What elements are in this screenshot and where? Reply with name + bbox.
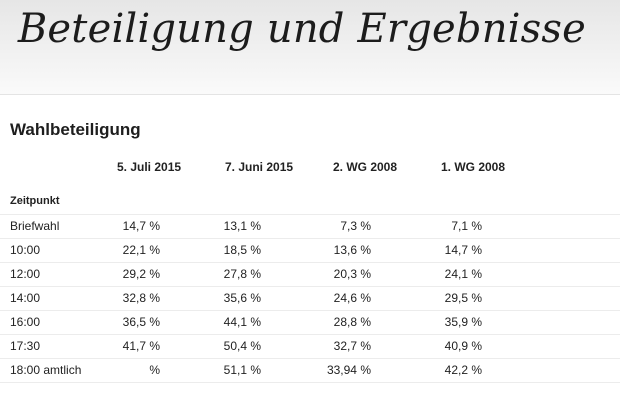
table-cell: 32,8 %	[122, 291, 160, 305]
table-cell: 14,7 %	[122, 219, 160, 233]
table-row: 14:00 32,8 % 35,6 % 24,6 % 29,5 %	[0, 287, 620, 311]
row-label: 14:00	[10, 291, 41, 305]
column-header: 2. WG 2008	[333, 160, 398, 174]
table-cell: 50,4 %	[223, 339, 261, 353]
table-cell: 29,2 %	[122, 267, 160, 281]
table-header-row: 5. Juli 2015 7. Juni 2015 2. WG 2008 1. …	[0, 150, 620, 184]
row-label: 18:00 amtlich	[10, 363, 82, 377]
row-label: 16:00	[10, 315, 41, 329]
table-cell: 41,7 %	[122, 339, 160, 353]
table-cell: 51,1 %	[223, 363, 261, 377]
table-cell: 40,9 %	[444, 339, 482, 353]
turnout-table: 5. Juli 2015 7. Juni 2015 2. WG 2008 1. …	[0, 150, 620, 383]
table-cell: 29,5 %	[444, 291, 482, 305]
table-cell: 35,9 %	[444, 315, 482, 329]
table-cell: 14,7 %	[444, 243, 482, 257]
table-cell: 18,5 %	[223, 243, 261, 257]
page-banner: Beteiligung und Ergebnisse	[0, 0, 620, 95]
table-cell: 24,1 %	[444, 267, 482, 281]
table-row: 17:30 41,7 % 50,4 % 32,7 % 40,9 %	[0, 335, 620, 359]
banner-title: Beteiligung und Ergebnisse	[17, 6, 586, 52]
table-cell: 33,94 %	[326, 363, 371, 377]
table-cell: 27,8 %	[223, 267, 261, 281]
table-cell: 20,3 %	[333, 267, 371, 281]
column-header: 1. WG 2008	[441, 160, 506, 174]
table-cell: 28,8 %	[333, 315, 371, 329]
column-header: 7. Juni 2015	[225, 160, 294, 174]
table-cell: 35,6 %	[223, 291, 261, 305]
table-cell: 42,2 %	[444, 363, 482, 377]
table-cell: 13,1 %	[223, 219, 261, 233]
section-heading: Wahlbeteiligung	[10, 120, 141, 139]
table-cell: 22,1 %	[122, 243, 160, 257]
table-row: 12:00 29,2 % 27,8 % 20,3 % 24,1 %	[0, 263, 620, 287]
row-header-label: Zeitpunkt	[10, 195, 60, 207]
row-label: 17:30	[10, 339, 41, 353]
table-cell: 7,1 %	[451, 219, 482, 233]
table-row: 18:00 amtlich% 51,1 % 33,94 % 42,2 %	[0, 359, 620, 383]
row-label: 10:00	[10, 243, 41, 257]
table-cell: 24,6 %	[333, 291, 371, 305]
table-row: 16:00 36,5 % 44,1 % 28,8 % 35,9 %	[0, 311, 620, 335]
table-subheader-row: Zeitpunkt	[0, 184, 620, 215]
table-row: 10:00 22,1 % 18,5 % 13,6 % 14,7 %	[0, 239, 620, 263]
table-cell: 32,7 %	[333, 339, 371, 353]
table-cell: 44,1 %	[223, 315, 261, 329]
table-cell: 7,3 %	[340, 219, 371, 233]
table-row: Briefwahl 14,7 % 13,1 % 7,3 % 7,1 %	[0, 215, 620, 239]
table-cell: 36,5 %	[122, 315, 160, 329]
table-cell: %	[149, 363, 160, 377]
row-label: 12:00	[10, 267, 41, 281]
table-cell: 13,6 %	[333, 243, 371, 257]
row-label: Briefwahl	[10, 219, 60, 233]
column-header: 5. Juli 2015	[117, 160, 182, 174]
